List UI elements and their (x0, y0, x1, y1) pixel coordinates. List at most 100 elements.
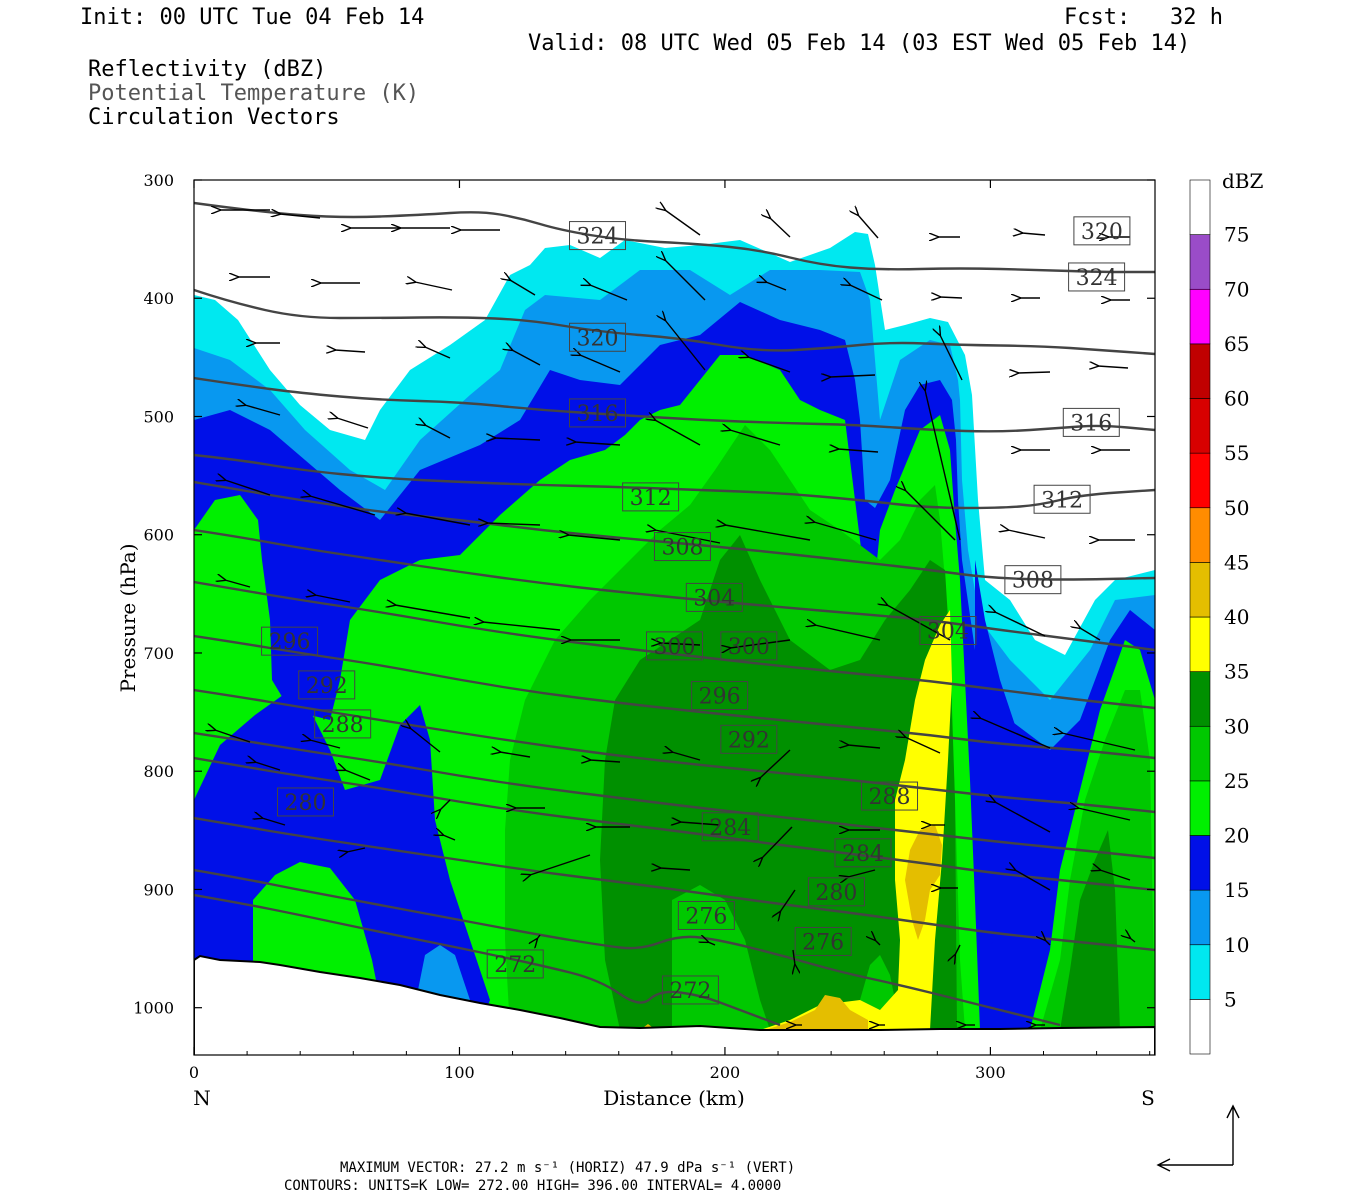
vector-arrow (347, 847, 366, 852)
contour-label: 292 (720, 724, 778, 754)
y-tick-label: 800 (143, 762, 174, 781)
vector-arrow (410, 728, 441, 753)
vector-arrow (665, 320, 706, 371)
colorbar-label: 10 (1224, 933, 1249, 957)
end-label-south: S (1141, 1086, 1155, 1110)
theta-contour-line (194, 756, 1155, 892)
dbz-30-east (1060, 830, 1120, 1030)
vector-arrow (770, 218, 791, 238)
contour-label: 324 (1068, 262, 1126, 292)
contour-info-note: CONTOURS: UNITS=K LOW= 272.00 HIGH= 396.… (284, 1178, 781, 1194)
colorbar: 5 10 15 20 25 30 35 40 45 50 55 60 65 70 75 (1189, 179, 1249, 1055)
vector-arrow (225, 480, 271, 496)
vector-arrow (815, 625, 881, 641)
colorbar-label: 65 (1224, 332, 1249, 356)
contour-label-box (919, 616, 977, 646)
init-time: Init: 00 UTC Tue 04 Feb 14 (80, 5, 425, 30)
vector-arrow (568, 535, 621, 541)
contour-label-text: 292 (306, 674, 348, 699)
colorbar-segment (1189, 507, 1211, 563)
vector-arrow (830, 375, 876, 377)
contour-label-box (1004, 565, 1062, 595)
vector-arrow (905, 490, 956, 541)
contour-label-text: 276 (802, 930, 844, 955)
y-tick-label: 900 (143, 880, 174, 899)
dbz-25-lower-east-pocket (860, 955, 895, 1010)
end-label-north: N (193, 1086, 211, 1110)
axes: 300 400 500 600 700 800 900 1000 0 100 200 300 (133, 171, 1155, 1082)
colorbar-segment (1189, 780, 1211, 836)
colorbar-label: 5 (1224, 987, 1237, 1011)
contour-label-text: 320 (1081, 220, 1123, 245)
field-potential-temperature: Potential Temperature (K) (88, 81, 420, 106)
vector-arrow (1045, 940, 1051, 946)
vector-arrow (1018, 372, 1051, 373)
colorbar-label: 35 (1224, 660, 1249, 684)
vector-arrow (1098, 366, 1129, 368)
vector-arrow (310, 740, 341, 749)
vector-arrow (980, 718, 1051, 749)
field-reflectivity: Reflectivity (dBZ) (88, 57, 327, 82)
contour-label-box (794, 926, 852, 956)
vector-arrow (1130, 938, 1136, 943)
x-axis-title: Distance (km) (603, 1086, 745, 1110)
colorbar-label: 30 (1224, 714, 1249, 738)
contour-label: 296 (691, 681, 749, 711)
vector-arrow (337, 418, 369, 429)
contour-label: 284 (701, 812, 759, 842)
contour-label-text: 312 (630, 486, 672, 511)
vector-arrow (255, 762, 281, 771)
contour-label-text: 272 (494, 953, 536, 978)
contour-label: 312 (1033, 484, 1091, 514)
colorbar-label: 50 (1224, 496, 1249, 520)
contour-label: 296 (261, 626, 319, 656)
contour-label-box (486, 949, 544, 979)
contour-label: 280 (807, 877, 865, 907)
contour-label: 308 (1004, 565, 1062, 595)
colorbar-segment (1189, 234, 1211, 290)
vector-arrow (730, 639, 791, 648)
vector-arrow (245, 405, 281, 416)
vector-arrow (1008, 530, 1046, 539)
vector-arrow (660, 868, 691, 870)
contour-label-box (276, 787, 334, 817)
contour-label: 320 (569, 322, 627, 352)
vector-arrow (680, 822, 721, 825)
theta-contour-line (194, 201, 1155, 274)
vector-arrow (487, 523, 541, 525)
vector-arrow (780, 889, 796, 912)
y-tick-label: 1000 (133, 999, 174, 1018)
colorbar-segment (1189, 179, 1211, 235)
theta-contour-line (194, 731, 1155, 860)
contour-label-box (314, 709, 372, 739)
contour-label-text: 312 (1041, 488, 1083, 513)
x-tick-label: 0 (189, 1063, 199, 1082)
contour-label-text: 304 (927, 620, 969, 645)
colorbar-label: 55 (1224, 441, 1249, 465)
vector-arrow (590, 760, 621, 762)
vector-arrow (665, 210, 701, 236)
vector-arrow (1078, 808, 1131, 821)
theta-contour-line (194, 376, 1155, 433)
maximum-vector-note: MAXIMUM VECTOR: 27.2 m s⁻¹ (HORIZ) 47.9 … (340, 1160, 795, 1176)
vector-arrow (495, 438, 541, 440)
plot-frame (193, 179, 1156, 1056)
colorbar-label: 75 (1224, 223, 1249, 247)
vector-arrow (335, 350, 366, 352)
colorbar-segment (1189, 671, 1211, 727)
contour-label-box (677, 900, 735, 930)
contour-label-box (569, 398, 627, 428)
theta-contour-line (194, 480, 1155, 581)
vector-arrow (905, 737, 941, 754)
dbz-25-gap-lower (672, 885, 770, 1030)
vector-arrow (814, 522, 877, 541)
contour-label-text: 300 (728, 635, 770, 660)
colorbar-label: 20 (1224, 824, 1249, 848)
colorbar-segment (1189, 452, 1211, 509)
vector-arrow (315, 595, 351, 603)
terrain (194, 954, 1155, 1055)
vector-arrow (887, 605, 951, 641)
vector-arrow (760, 749, 791, 778)
dbz-35-region (760, 610, 952, 1030)
contour-label-box (1062, 407, 1120, 437)
